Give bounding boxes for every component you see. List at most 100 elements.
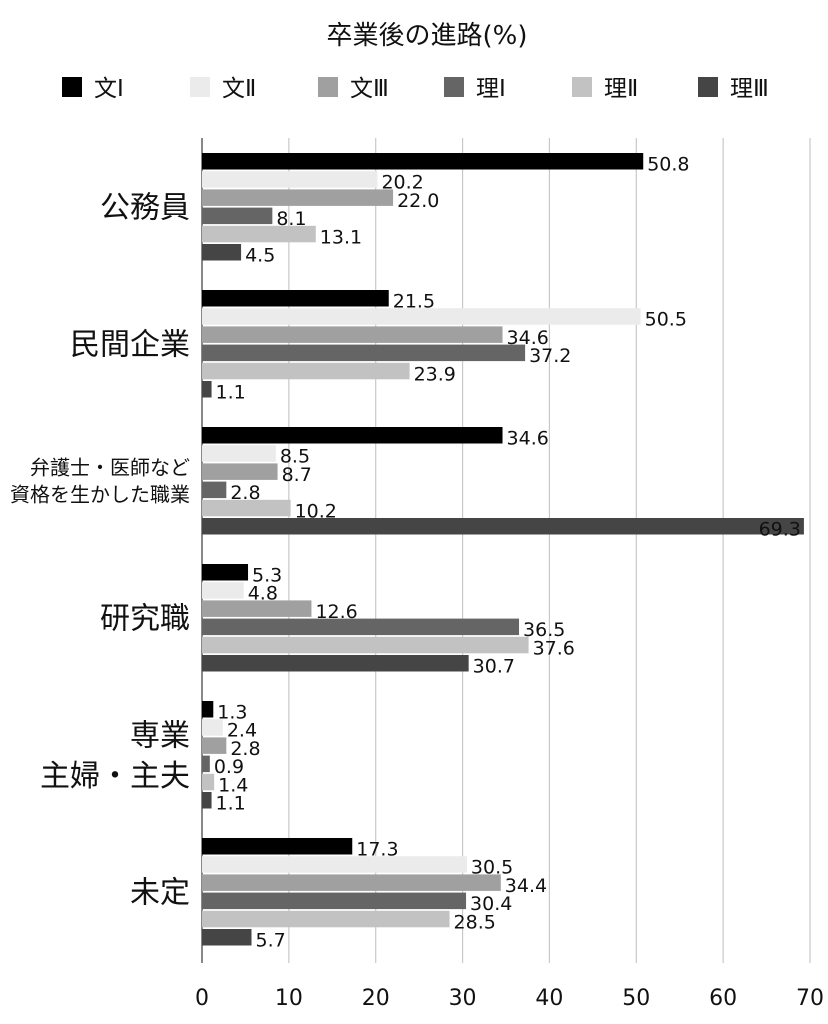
bars: [202, 153, 804, 946]
legend-swatch: [190, 77, 210, 97]
data-label: 1.1: [216, 793, 246, 815]
bar: [202, 618, 520, 636]
data-label: 1.4: [218, 774, 248, 796]
legend: 文Ⅰ 文Ⅱ 文Ⅲ 理Ⅰ 理Ⅱ 理Ⅲ: [62, 76, 769, 102]
bar: [202, 290, 389, 307]
legend-label: 文Ⅰ: [94, 76, 124, 102]
legend-swatch: [698, 77, 718, 97]
bar: [202, 755, 210, 773]
bar-labels: 50.820.222.08.113.14.521.550.534.637.223…: [214, 154, 801, 952]
x-tick-label: 70: [796, 986, 824, 1011]
category-label: 研究職: [100, 602, 190, 637]
x-tick-label: 60: [709, 986, 737, 1011]
bar: [202, 499, 291, 517]
data-label: 28.5: [454, 911, 496, 933]
category-label: 民間企業: [70, 328, 190, 363]
data-label: 1.3: [217, 702, 247, 724]
bar: [202, 719, 223, 736]
x-tick-label: 10: [275, 986, 303, 1011]
x-axis-ticks: 0 10 20 30 40 50 60 70: [195, 986, 824, 1011]
x-tick-label: 30: [449, 986, 477, 1011]
data-label: 34.6: [507, 428, 549, 450]
x-tick-label: 40: [535, 986, 563, 1011]
legend-label: 理Ⅱ: [604, 76, 638, 102]
data-label: 37.6: [533, 637, 575, 659]
data-label: 30.5: [471, 857, 513, 879]
bar: [202, 792, 212, 809]
data-label: 17.3: [356, 839, 398, 861]
bar: [202, 737, 227, 754]
category-label: 未定: [130, 876, 190, 911]
bar: [202, 362, 410, 380]
data-label: 22.0: [397, 190, 439, 212]
bar: [202, 701, 214, 718]
bar: [202, 892, 467, 910]
bar: [202, 636, 529, 654]
data-label: 8.1: [276, 208, 306, 230]
data-label: 12.6: [315, 601, 357, 623]
data-label: 4.5: [245, 245, 275, 267]
bar: [202, 600, 312, 617]
chart-title: 卒業後の進路(%): [327, 21, 528, 51]
bar: [202, 910, 450, 928]
data-label: 0.9: [214, 756, 244, 778]
bar: [202, 225, 316, 243]
data-label: 5.7: [256, 930, 286, 952]
data-label: 13.1: [320, 226, 362, 248]
data-label: 1.1: [216, 382, 246, 404]
data-label: 23.9: [414, 363, 456, 385]
bar: [202, 308, 641, 325]
bar: [202, 326, 503, 343]
bar: [202, 189, 394, 206]
data-label: 69.3: [759, 519, 801, 541]
legend-label: 理Ⅲ: [730, 76, 769, 102]
bar: [202, 381, 212, 398]
data-label: 4.8: [248, 583, 278, 605]
bar: [202, 244, 242, 261]
bar: [202, 427, 503, 444]
legend-label: 文Ⅱ: [222, 76, 256, 102]
bar: [202, 171, 378, 188]
legend-swatch: [318, 77, 338, 97]
data-label: 20.2: [381, 172, 423, 194]
data-label: 10.2: [295, 500, 337, 522]
bar: [202, 874, 501, 891]
data-label: 50.8: [647, 154, 689, 176]
bar: [202, 838, 353, 855]
bar: [202, 929, 252, 946]
data-label: 2.4: [227, 720, 257, 742]
bar: [202, 582, 244, 599]
data-label: 37.2: [529, 345, 571, 367]
legend-label: 文Ⅲ: [350, 76, 389, 102]
bar: [202, 481, 227, 499]
bar: [202, 564, 249, 581]
legend-label: 理Ⅰ: [476, 76, 506, 102]
data-label: 8.7: [282, 464, 312, 486]
bar: [202, 445, 276, 462]
legend-swatch: [572, 77, 592, 97]
bar: [202, 344, 526, 362]
bar: [202, 518, 804, 535]
data-label: 50.5: [645, 309, 687, 331]
data-label: 34.4: [505, 875, 547, 897]
legend-swatch: [444, 77, 464, 97]
data-label: 30.4: [470, 893, 512, 915]
data-label: 21.5: [393, 291, 435, 313]
bar: [202, 773, 215, 791]
bar: [202, 856, 467, 873]
bar: [202, 153, 644, 170]
data-label: 30.7: [473, 656, 515, 678]
x-tick-label: 20: [362, 986, 390, 1011]
data-label: 36.5: [523, 619, 565, 641]
grid: [201, 138, 811, 963]
data-label: 5.3: [252, 565, 282, 587]
category-label: 公務員: [100, 191, 190, 226]
bar: [202, 655, 469, 672]
data-label: 34.6: [507, 327, 549, 349]
data-label: 2.8: [230, 482, 260, 504]
bar: [202, 463, 278, 480]
x-tick-label: 50: [622, 986, 650, 1011]
